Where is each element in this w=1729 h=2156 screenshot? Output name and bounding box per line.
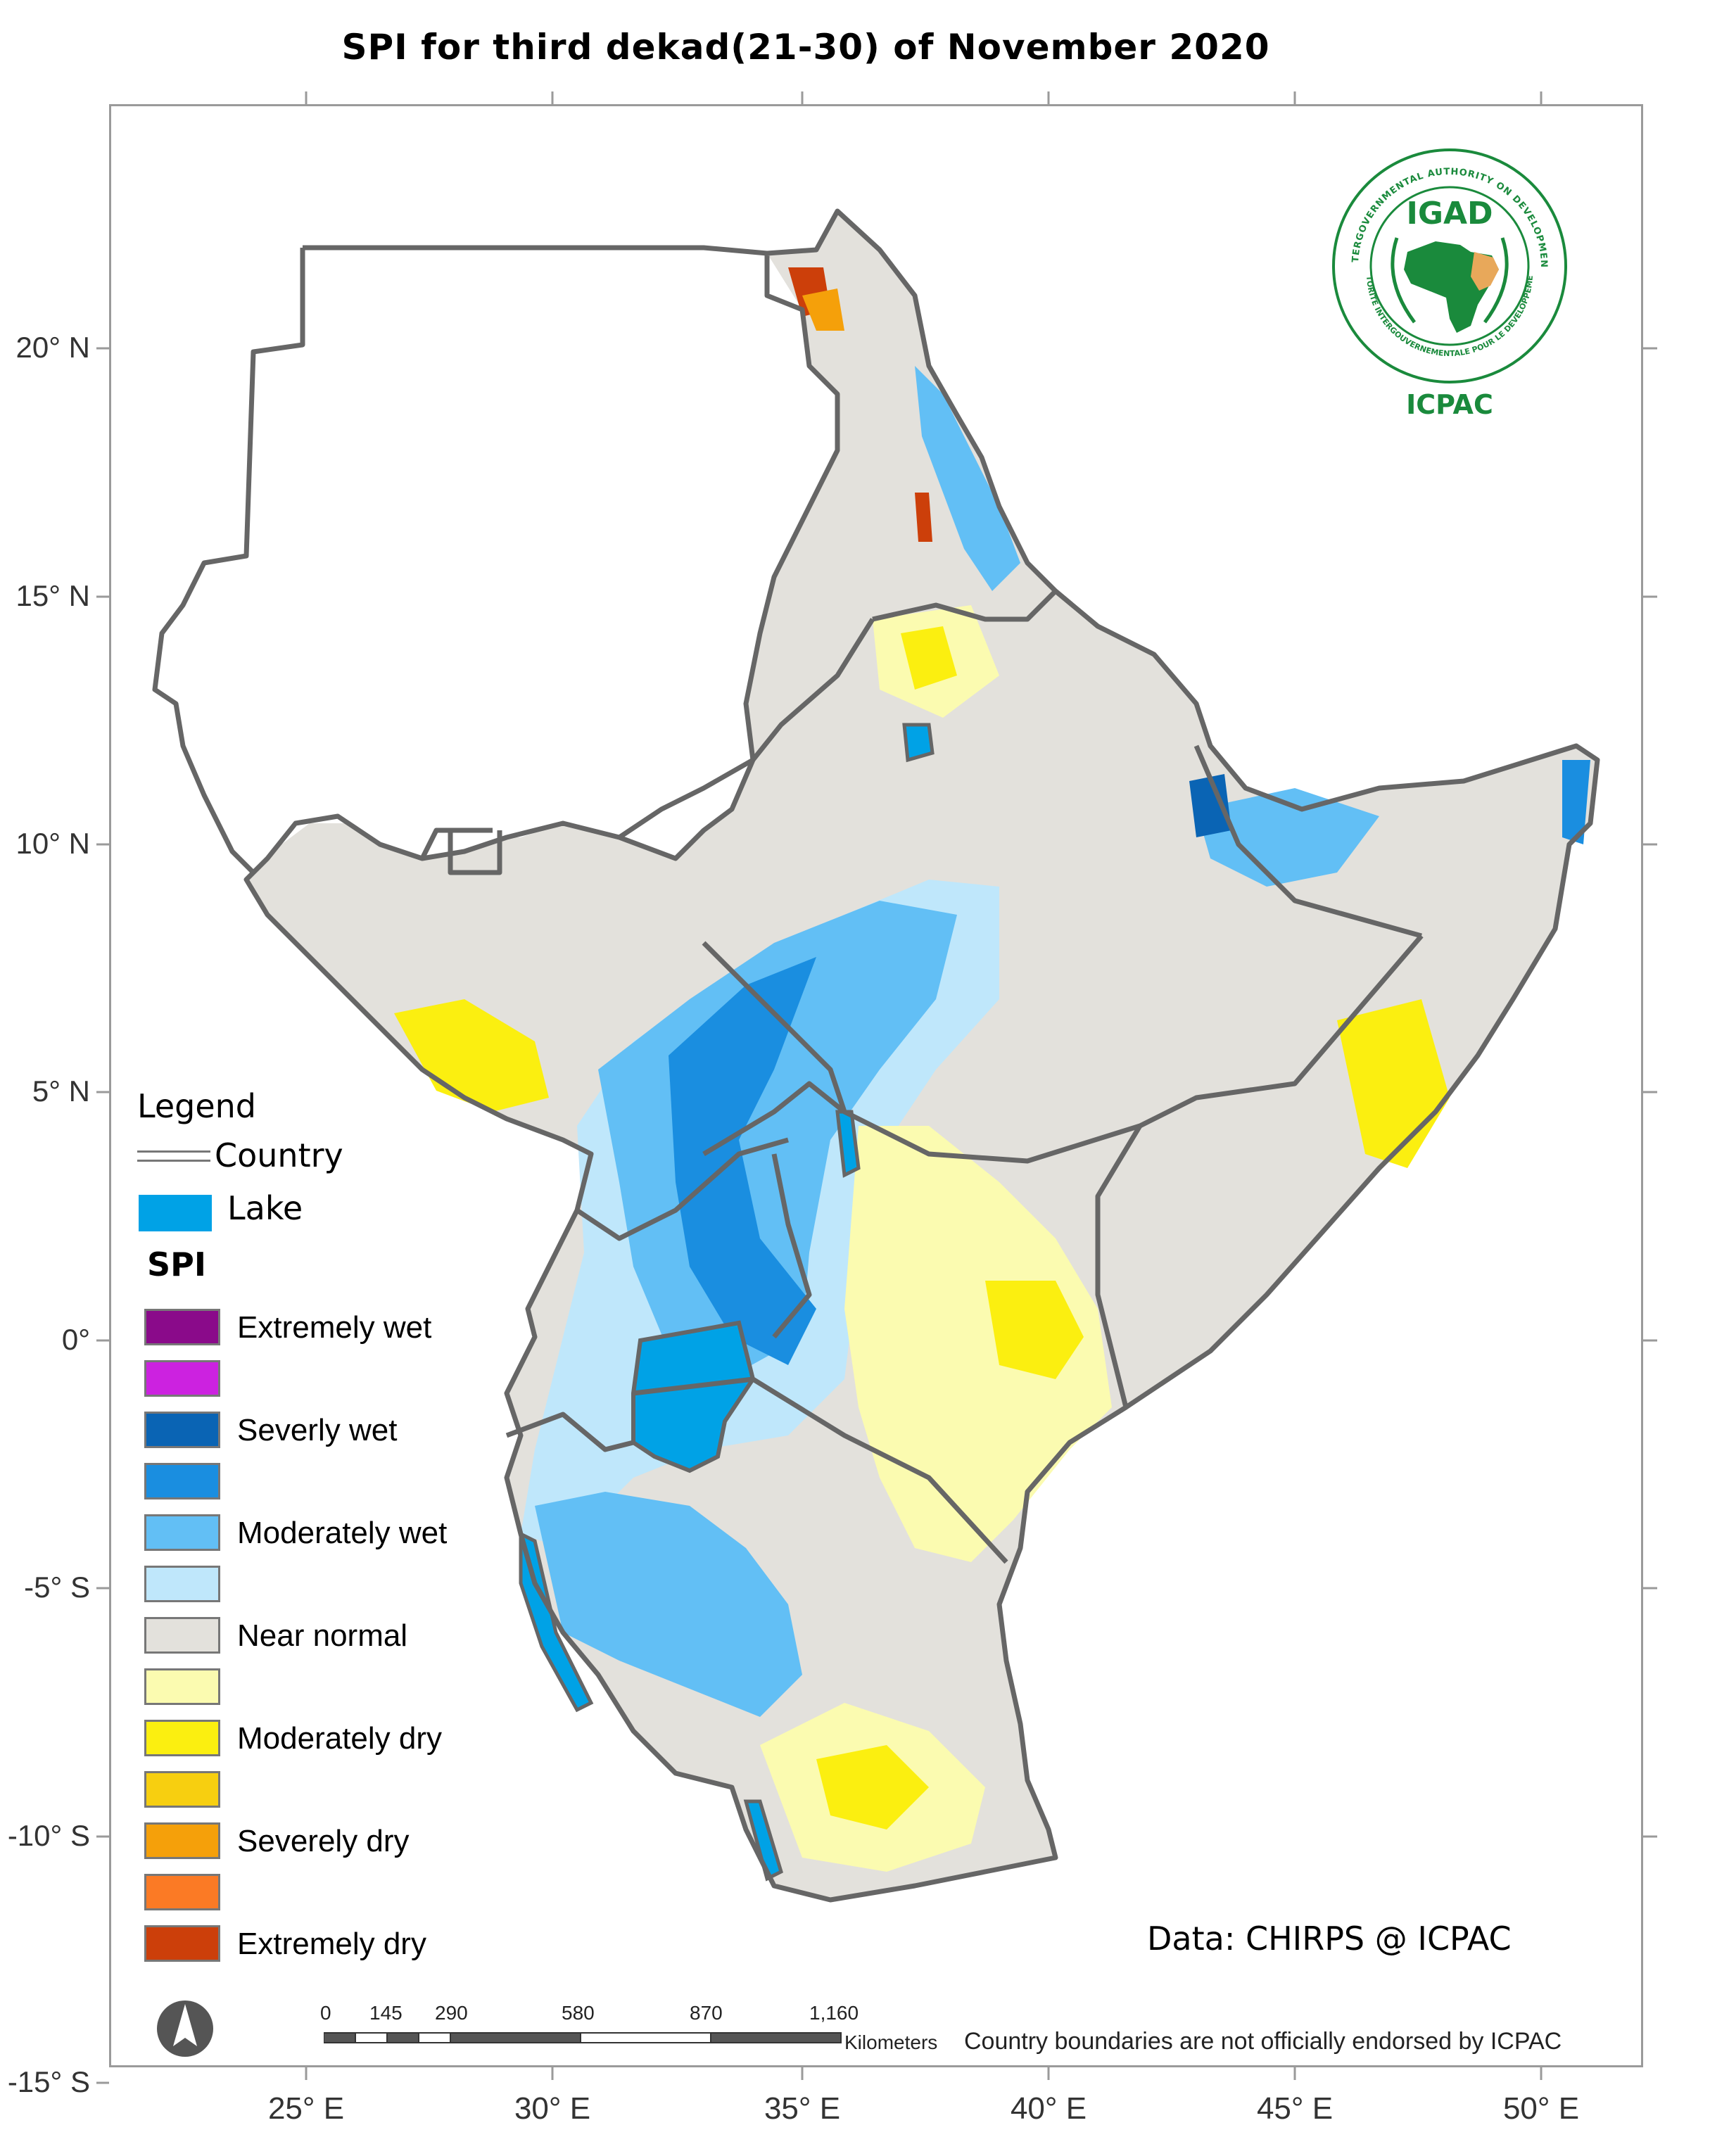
spi-swatch [144, 1720, 220, 1756]
spi-swatch [144, 1874, 220, 1910]
lake-victoria [631, 1320, 756, 1473]
spi-swatch [144, 1463, 220, 1499]
lon-label-25e: 25° E [267, 2091, 345, 2126]
spi-dry-moderate-south [816, 1745, 929, 1830]
lon-label-35e: 35° E [764, 2091, 841, 2126]
country-boundaries [152, 208, 1600, 1903]
lat-label-15n: 15° N [15, 579, 90, 612]
spi-class-label: Extremely dry [237, 1927, 426, 1961]
spi-severe-wet [1189, 774, 1231, 837]
spi-swatch [144, 1566, 220, 1602]
spi-dry-moderate [985, 1281, 1084, 1379]
lat-label-20n: 20° N [15, 331, 90, 364]
spi-class-label: Severly wet [237, 1413, 398, 1447]
spi-class-label: Severely dry [237, 1824, 410, 1858]
spi-swatch [144, 1925, 220, 1962]
spi-swatch [144, 1360, 220, 1397]
sudan-nodata [155, 248, 837, 873]
country-line-icon [137, 1150, 210, 1162]
graticule-ticks [96, 91, 1657, 2084]
lat-label-0: 0° [61, 1323, 90, 1356]
legend-heading: Legend [137, 1087, 256, 1125]
lat-label-15s: -15° S [7, 2065, 90, 2098]
spi-dry-ethiopia-core [901, 626, 957, 690]
spi-swatch [144, 1309, 220, 1345]
spi-class-label: Extremely wet [237, 1310, 432, 1345]
map-title: SPI for third dekad(21-30) of November 2… [341, 27, 1270, 68]
lat-label-5n: 5° N [32, 1074, 90, 1108]
spi-severe-dry-north [802, 288, 844, 331]
spi-dry-west [394, 999, 549, 1112]
laurel-right-icon [1483, 237, 1509, 324]
scale-tick-580: 580 [562, 2002, 595, 2024]
scale-tick-870: 870 [690, 2002, 723, 2024]
lat-label-10n: 10° N [15, 827, 90, 860]
scale-tick-1160: 1,160 [809, 2002, 859, 2024]
lake-swatch [139, 1195, 212, 1231]
legend-lake-label: Lake [227, 1189, 303, 1227]
scale-bar: 0 145 290 580 870 1,160 Kilometers [317, 2002, 937, 2058]
spi-class-label: Moderately wet [237, 1516, 448, 1550]
spi-wet-horn [1196, 788, 1379, 887]
spi-swatch [144, 1514, 220, 1551]
lon-label-45e: 45° E [1256, 2091, 1334, 2126]
spi-wet-red-sea [915, 366, 1020, 591]
spi-wet-east [1562, 760, 1590, 844]
igad-icpac-logo: INTERGOVERNMENTAL AUTHORITY ON DEVELOPME… [1330, 146, 1567, 420]
lon-label-50e: 50° E [1502, 2091, 1580, 2126]
lake-tanganyika [519, 1530, 594, 1713]
data-credit: Data: CHIRPS @ ICPAC [1147, 1920, 1512, 1958]
lon-label-40e: 40° E [1010, 2091, 1087, 2126]
spi-swatch [144, 1412, 220, 1448]
spi-class-label: Near normal [237, 1618, 408, 1653]
scale-bar-segments [324, 2032, 842, 2043]
legend-spi-heading: SPI [147, 1245, 206, 1283]
spi-extreme-dry-eritrea [915, 493, 932, 542]
spi-swatch [144, 1822, 220, 1859]
logo-acronym: IGAD [1406, 196, 1493, 232]
legend-country-label: Country [215, 1136, 343, 1174]
spi-wet [669, 957, 816, 1365]
igad-region-icon [1471, 252, 1499, 291]
north-arrow-icon [157, 2000, 213, 2057]
scale-tick-145: 145 [369, 2002, 403, 2024]
scale-tick-290: 290 [435, 2002, 468, 2024]
spi-wet-moderate-south [535, 1492, 802, 1717]
spi-swatch [144, 1617, 220, 1654]
laurel-left-icon [1391, 237, 1417, 324]
logo-icpac: ICPAC [1406, 389, 1493, 420]
scale-unit: Kilometers [844, 2031, 938, 2053]
lake-tana [902, 723, 935, 763]
spi-swatch [144, 1771, 220, 1808]
spi-dry-light [844, 1126, 1112, 1562]
spi-swatch [144, 1668, 220, 1705]
lat-label-10s: -10° S [7, 1819, 90, 1852]
boundary-disclaimer: Country boundaries are not officially en… [964, 2028, 1562, 2055]
spi-class-label: Moderately dry [237, 1721, 443, 1756]
scale-tick-0: 0 [320, 2002, 331, 2024]
lon-label-30e: 30° E [514, 2091, 591, 2126]
lat-label-5s: -5° S [24, 1571, 90, 1604]
